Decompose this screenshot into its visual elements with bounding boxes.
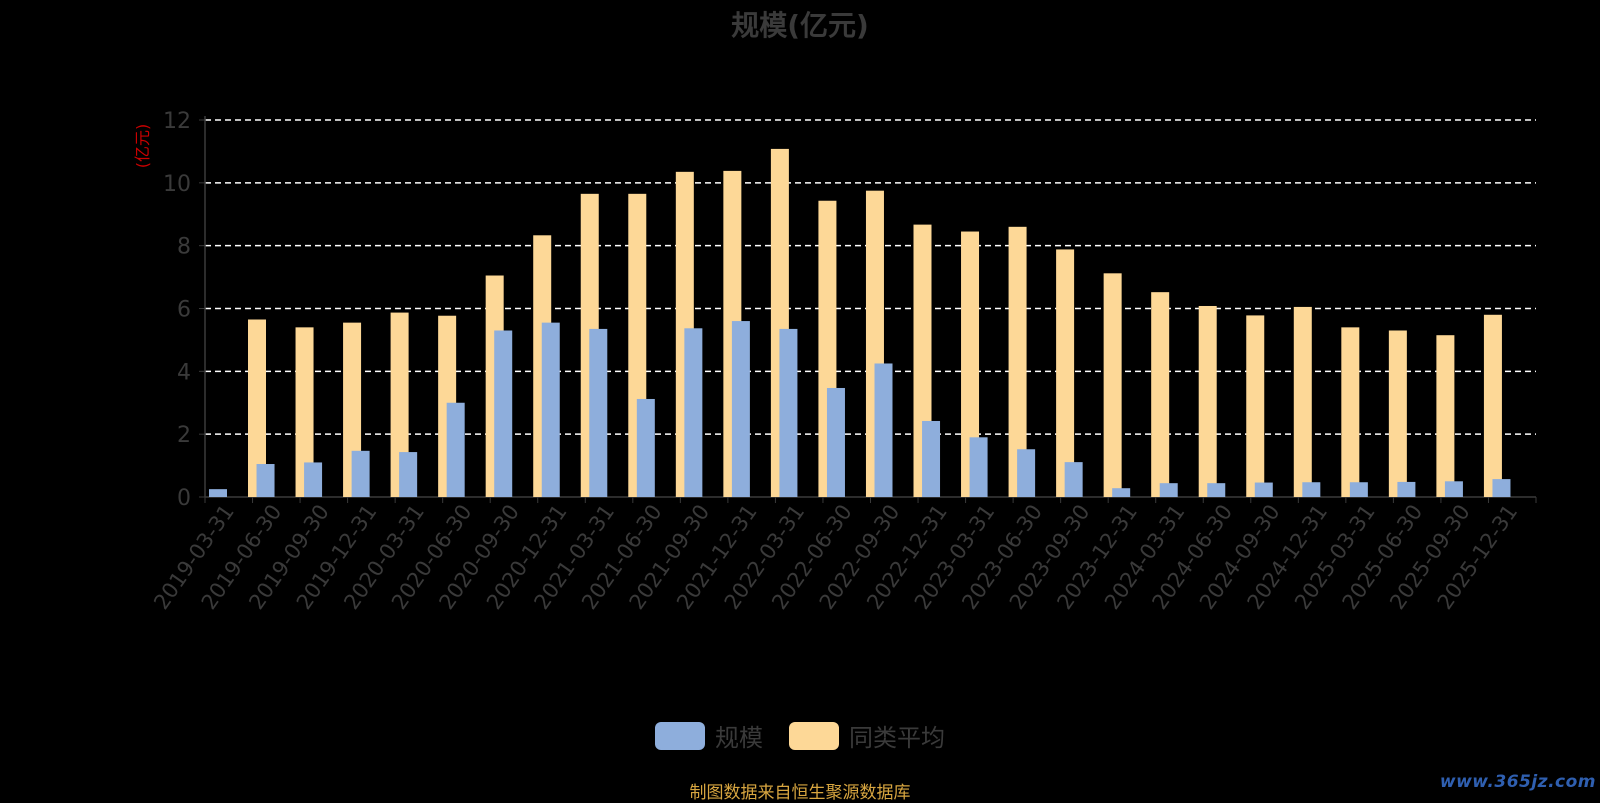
- bar-scale[interactable]: [446, 402, 465, 497]
- bars: [209, 148, 1511, 498]
- bar-peer-average[interactable]: [1246, 315, 1265, 497]
- bar-scale[interactable]: [1444, 481, 1463, 497]
- x-tick-labels: 2019-03-312019-06-302019-09-302019-12-31…: [149, 500, 1522, 614]
- bar-scale[interactable]: [779, 328, 798, 497]
- bar-scale[interactable]: [1492, 479, 1511, 497]
- legend-label-scale: 规模: [715, 724, 763, 752]
- bar-scale[interactable]: [1349, 482, 1368, 497]
- bar-scale[interactable]: [1254, 482, 1273, 497]
- bar-scale[interactable]: [1017, 449, 1036, 497]
- bar-peer-average[interactable]: [1151, 292, 1170, 497]
- bar-peer-average[interactable]: [390, 312, 409, 497]
- bar-scale[interactable]: [731, 321, 750, 497]
- bar-scale[interactable]: [874, 363, 893, 497]
- y-tick-label: 4: [177, 360, 191, 385]
- bar-scale[interactable]: [351, 450, 370, 497]
- legend: 规模 同类平均: [0, 718, 1600, 753]
- source-note: 制图数据来自恒生聚源数据库: [689, 783, 911, 803]
- bar-scale[interactable]: [684, 328, 703, 497]
- chart-title: 规模(亿元): [731, 9, 869, 42]
- bar-peer-average[interactable]: [1293, 306, 1312, 497]
- bar-peer-average[interactable]: [1341, 327, 1360, 497]
- bar-peer-average[interactable]: [295, 327, 314, 497]
- bar-peer-average[interactable]: [1103, 273, 1122, 497]
- bar-scale[interactable]: [1397, 481, 1416, 497]
- legend-swatch-peer-average: [789, 721, 839, 750]
- y-tick-label: 10: [163, 172, 191, 197]
- bar-scale[interactable]: [636, 398, 655, 497]
- bar-scale[interactable]: [1112, 488, 1131, 497]
- bar-scale[interactable]: [304, 462, 323, 497]
- bar-peer-average[interactable]: [1483, 314, 1502, 497]
- legend-label-peer-average: 同类平均: [849, 724, 945, 752]
- bar-peer-average[interactable]: [1198, 305, 1217, 497]
- bar-scale[interactable]: [589, 328, 608, 497]
- bar-peer-average[interactable]: [1388, 330, 1407, 497]
- legend-item-peer-average[interactable]: 同类平均: [789, 718, 945, 753]
- bar-scale[interactable]: [256, 464, 275, 497]
- legend-swatch-scale: [655, 721, 705, 750]
- bar-peer-average[interactable]: [1056, 249, 1075, 497]
- bar-scale[interactable]: [969, 437, 988, 497]
- bar-scale[interactable]: [209, 489, 227, 497]
- watermark: www.365jz.com: [1439, 772, 1596, 792]
- y-tick-label: 0: [177, 486, 191, 511]
- bar-scale[interactable]: [399, 452, 418, 497]
- bar-scale[interactable]: [826, 387, 845, 497]
- bar-peer-average[interactable]: [248, 319, 266, 497]
- bar-scale[interactable]: [1064, 462, 1083, 497]
- bar-peer-average[interactable]: [1436, 335, 1455, 497]
- bar-peer-average[interactable]: [961, 231, 980, 497]
- y-tick-label: 2: [177, 423, 191, 448]
- bar-peer-average[interactable]: [1008, 226, 1027, 498]
- bar-scale[interactable]: [922, 420, 941, 497]
- bar-scale[interactable]: [1207, 483, 1226, 497]
- y-axis-title: (亿元): [133, 124, 152, 169]
- bar-scale[interactable]: [1159, 483, 1178, 497]
- bar-scale[interactable]: [494, 330, 513, 497]
- y-tick-label: 6: [177, 298, 191, 323]
- bar-scale[interactable]: [1302, 482, 1321, 497]
- bar-scale[interactable]: [541, 322, 560, 497]
- y-tick-labels: 0 2 4 6 8 10 12: [163, 109, 191, 511]
- legend-item-scale[interactable]: 规模: [655, 718, 763, 753]
- y-tick-label: 8: [177, 235, 191, 260]
- y-tick-label: 12: [163, 109, 191, 134]
